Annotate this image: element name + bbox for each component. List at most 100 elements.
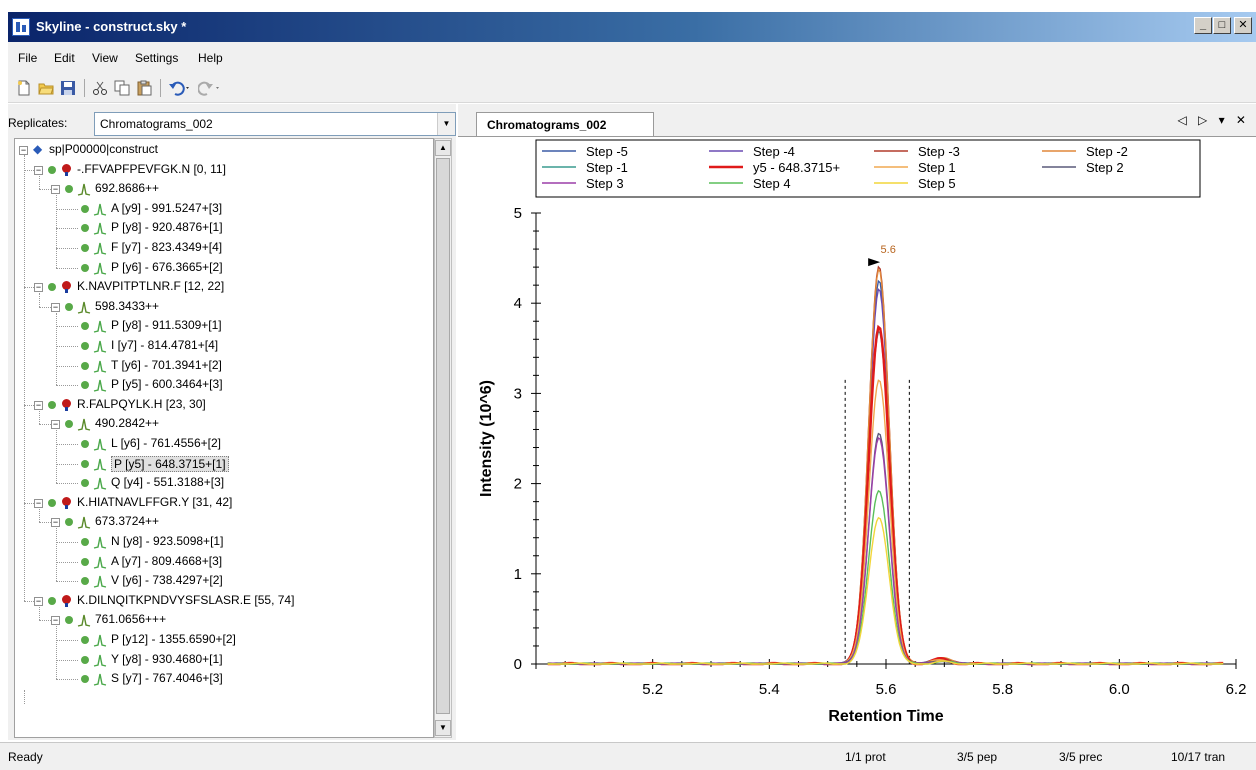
transition-peak-icon <box>93 478 107 490</box>
precursor-expander-icon[interactable]: − <box>51 615 60 626</box>
scroll-up-icon[interactable]: ▲ <box>435 140 451 156</box>
menu-settings[interactable]: Settings <box>135 51 179 65</box>
precursor-expander-icon[interactable]: − <box>51 517 60 528</box>
scroll-down-icon[interactable]: ▼ <box>435 720 451 736</box>
menu-edit[interactable]: Edit <box>54 51 75 65</box>
replicates-label: Replicates: <box>8 116 68 130</box>
tree-scrollbar[interactable]: ▲ ▼ <box>434 138 452 738</box>
precursor-expander-icon[interactable]: − <box>51 301 60 312</box>
x-tick-label: 6.2 <box>1226 681 1247 698</box>
paste-icon[interactable] <box>136 80 152 96</box>
peptide-expander-icon[interactable]: − <box>34 399 43 410</box>
y-tick-label: 3 <box>514 385 522 402</box>
undo-icon[interactable] <box>168 80 192 96</box>
tree-connector <box>56 267 78 269</box>
transition-node-label: N [y8] - 923.5098+[1] <box>111 534 224 548</box>
targets-panel: Replicates: Chromatograms_002 ▼ − ◆ sp|P00… <box>8 104 456 740</box>
precursor-icon <box>77 615 91 628</box>
copy-icon[interactable] <box>114 80 130 96</box>
status-dot-icon <box>81 675 89 684</box>
chart-area[interactable]: 5.2 5.4 5.6 5.8 6.0 6.2 0 1 2 3 4 5 Retention Time In… <box>458 137 1256 740</box>
transition-node-label: L [y6] - 761.4556+[2] <box>111 436 221 450</box>
tab-chromatograms[interactable]: Chromatograms_002 <box>476 112 654 137</box>
tree-connector <box>24 169 34 171</box>
transition-peak-icon <box>93 321 107 334</box>
scrollbar-thumb[interactable] <box>436 158 450 714</box>
transition-node-label: P [y5] - 600.3464+[3] <box>111 377 223 392</box>
minimize-button[interactable]: _ <box>1194 17 1212 34</box>
replicates-dropdown[interactable]: Chromatograms_002 ▼ <box>94 112 456 136</box>
tree-connector <box>56 581 78 583</box>
tree-connector <box>39 620 51 622</box>
tree-connector <box>39 508 40 523</box>
open-folder-icon[interactable] <box>38 80 54 96</box>
peak-marker-icon <box>868 258 881 267</box>
toolbar <box>8 74 1256 103</box>
series-line <box>547 267 1224 665</box>
transition-node-label: A [y9] - 991.5247+[3] <box>111 200 223 215</box>
precursor-expander-icon[interactable]: − <box>51 184 60 195</box>
y-tick-label: 1 <box>514 566 522 583</box>
precursor-icon <box>77 517 91 530</box>
tree-connector <box>56 346 78 347</box>
root-expander-icon[interactable]: − <box>19 145 28 155</box>
status-dot-icon <box>65 185 73 194</box>
cut-icon[interactable] <box>92 80 108 96</box>
save-icon[interactable] <box>60 80 76 96</box>
peptide-expander-icon[interactable]: − <box>34 164 43 175</box>
tree-connector <box>56 626 57 680</box>
transition-peak-icon <box>93 556 107 569</box>
tree-connector <box>56 248 78 249</box>
status-ready: Ready <box>8 750 43 764</box>
tree-connector <box>39 293 40 307</box>
peptide-expander-icon[interactable]: − <box>34 497 43 508</box>
redo-icon[interactable] <box>198 80 222 96</box>
protein-icon: ◆ <box>33 142 43 156</box>
tree-connector <box>56 195 57 268</box>
y-tick-label: 4 <box>514 295 522 312</box>
transition-node-label: V [y6] - 738.4297+[2] <box>111 573 223 588</box>
transition-peak-icon <box>93 576 107 588</box>
tree-connector <box>56 679 78 681</box>
tree-connector <box>56 483 78 485</box>
peptide-expander-icon[interactable]: − <box>34 595 43 606</box>
maximize-button[interactable]: □ <box>1213 17 1231 34</box>
tree-connector <box>39 306 51 308</box>
close-button[interactable]: ✕ <box>1234 17 1252 34</box>
status-dot-icon <box>81 244 89 252</box>
y-tick-label: 0 <box>514 656 522 673</box>
y-tick-label: 5 <box>514 205 522 222</box>
peptide-icon <box>62 163 71 176</box>
transition-peak-icon <box>93 536 107 549</box>
new-file-icon[interactable] <box>16 80 32 96</box>
tree-connector <box>56 542 78 543</box>
precursor-expander-icon[interactable]: − <box>51 419 60 430</box>
status-dot-icon <box>48 498 56 507</box>
tab-navigation[interactable]: ◁ ▷ ▾ ✕ <box>1177 113 1250 127</box>
precursor-node-label: 673.3724++ <box>95 514 160 529</box>
tree-connector <box>56 444 78 445</box>
status-dot-icon <box>65 616 73 625</box>
status-dot-icon <box>48 165 56 174</box>
menu-file[interactable]: File <box>18 51 38 65</box>
tree-connector <box>56 312 57 386</box>
tree-connector <box>56 326 78 328</box>
peptide-expander-icon[interactable]: − <box>34 282 43 293</box>
legend-label: y5 - 648.3715+ <box>753 160 840 175</box>
peptide-node-label: K.HIATNAVLFFGR.Y [31, 42] <box>77 494 233 509</box>
peptide-icon <box>62 496 71 509</box>
menu-help[interactable]: Help <box>198 51 223 65</box>
chromatogram-chart[interactable]: 5.2 5.4 5.6 5.8 6.0 6.2 0 1 2 3 4 5 Retention Time In… <box>458 137 1256 740</box>
transition-peak-icon <box>93 438 107 451</box>
menu-view[interactable]: View <box>92 51 118 65</box>
status-dot-icon <box>81 224 89 233</box>
dropdown-arrow-icon[interactable]: ▼ <box>437 113 455 135</box>
tree-connector <box>56 228 78 230</box>
tree-connector <box>39 189 51 191</box>
precursor-icon <box>77 184 91 196</box>
targets-tree[interactable]: − ◆ sp|P00000|construct − -.FFVAPFPEVFGK.N [… <box>14 138 434 738</box>
title-bar: Skyline - construct.sky * _ □ ✕ <box>8 12 1256 42</box>
status-peptides: 3/5 pep <box>957 750 998 764</box>
transition-node-label: P [y5] - 648.3715+[1] <box>111 455 229 472</box>
status-dot-icon <box>81 322 89 331</box>
